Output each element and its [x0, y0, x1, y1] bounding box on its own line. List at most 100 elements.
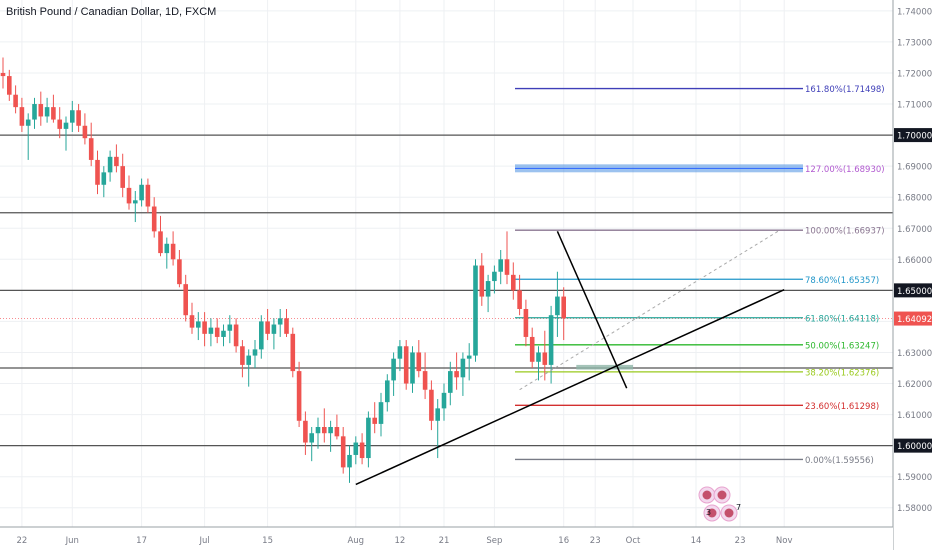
fib-label: 0.00%(1.59556) [805, 456, 874, 466]
candle-body [177, 259, 182, 285]
candle-body [32, 104, 37, 120]
price-tick: 1.61000 [897, 411, 932, 421]
candle-body [441, 392, 447, 409]
price-tick: 1.66000 [897, 256, 932, 266]
candle-body [397, 346, 403, 359]
chart-title: British Pound / Canadian Dollar, 1D, FXC… [6, 6, 217, 18]
candle-body [151, 206, 157, 232]
price-tick: 1.72000 [897, 69, 932, 79]
candle-body [473, 265, 478, 356]
time-tick: 15 [262, 536, 273, 546]
ideas-badges[interactable]: 37 [698, 486, 741, 522]
candle-body [208, 327, 214, 334]
candle-body [271, 324, 277, 334]
price-tick: 1.63000 [897, 349, 932, 359]
candle-body [372, 417, 377, 424]
candle-body [511, 274, 516, 291]
candle-body [277, 318, 283, 325]
price-tick: 1.60000 [897, 442, 932, 452]
candle-body [448, 371, 453, 393]
candle-body [322, 427, 327, 434]
candle-body [422, 371, 428, 390]
time-tick: 16 [558, 536, 569, 546]
price-tick: 1.59000 [897, 473, 932, 483]
candle-body [246, 355, 251, 365]
fib-label: 38.20%(1.62376) [805, 368, 879, 378]
candle-body [435, 408, 440, 421]
time-tick: Aug [347, 536, 364, 546]
price-axis-bg [893, 0, 932, 550]
candle-body [214, 327, 220, 337]
candle-body [529, 336, 535, 362]
candle-body [403, 346, 409, 384]
trendlines [355, 230, 785, 486]
candle-body [517, 290, 522, 309]
candle-body [391, 358, 396, 381]
fib-label: 78.60%(1.65357) [805, 276, 879, 286]
candle-body [120, 166, 125, 188]
candle-body [189, 315, 195, 328]
candle-body [454, 371, 459, 378]
flag-icon-center [707, 508, 717, 518]
flag-icon-center [702, 490, 712, 500]
candle-body [259, 321, 264, 350]
trendline [556, 231, 628, 389]
price-tick: 1.58000 [897, 504, 932, 514]
candle-body [95, 159, 100, 185]
candle-body [145, 184, 151, 207]
candle-body [485, 281, 491, 297]
time-tick: 14 [691, 536, 702, 546]
fib-label: 161.80%(1.71498) [805, 85, 885, 95]
candle-body [196, 321, 201, 328]
flag-icon-center [717, 490, 727, 500]
candle-body [202, 321, 207, 334]
candle-body [221, 330, 226, 337]
time-tick: 23 [735, 536, 746, 546]
candle-body [170, 243, 176, 260]
candle-body [340, 436, 346, 468]
time-tick: 23 [590, 536, 601, 546]
candle-body [466, 355, 472, 359]
candle-body [523, 308, 529, 337]
support-zone [576, 364, 633, 370]
candle-body [498, 259, 503, 272]
fib-label: 50.00%(1.63247) [805, 341, 879, 351]
price-tick: 1.73000 [897, 38, 932, 48]
candle-body [561, 296, 566, 319]
candle-body [44, 107, 50, 117]
candle-body [76, 110, 81, 126]
price-tick: 1.74000 [897, 7, 932, 17]
candle-body [284, 318, 289, 334]
candle-body [303, 420, 308, 443]
trendline [355, 289, 785, 486]
time-tick: 21 [439, 536, 450, 546]
trendline [519, 230, 779, 391]
fib-label: 100.00%(1.66937) [805, 227, 885, 237]
candle-body [240, 346, 245, 365]
candle-body [555, 296, 560, 316]
level-tag [894, 128, 932, 143]
candle-body [328, 427, 333, 434]
candle-body [19, 107, 25, 126]
current-price-tag [894, 311, 932, 326]
time-tick: Jun [65, 536, 79, 546]
candle-body [101, 172, 107, 185]
ideas-count-left: 3 [706, 508, 711, 517]
candlesticks [0, 57, 566, 483]
time-tick: Oct [626, 536, 641, 546]
candle-body [164, 243, 170, 254]
candle-body [7, 76, 12, 95]
candle-body [126, 187, 132, 204]
time-tick: 22 [16, 536, 27, 546]
candle-body [334, 427, 340, 437]
candle-body [265, 321, 270, 334]
flag-icon-center [724, 508, 734, 518]
candle-body [63, 122, 69, 129]
price-tick: 1.67000 [897, 225, 932, 235]
candle-body [233, 324, 239, 347]
candle-body [38, 104, 44, 117]
candle-body [315, 427, 321, 434]
price-tick: 1.62000 [897, 380, 932, 390]
candle-body [133, 200, 138, 204]
